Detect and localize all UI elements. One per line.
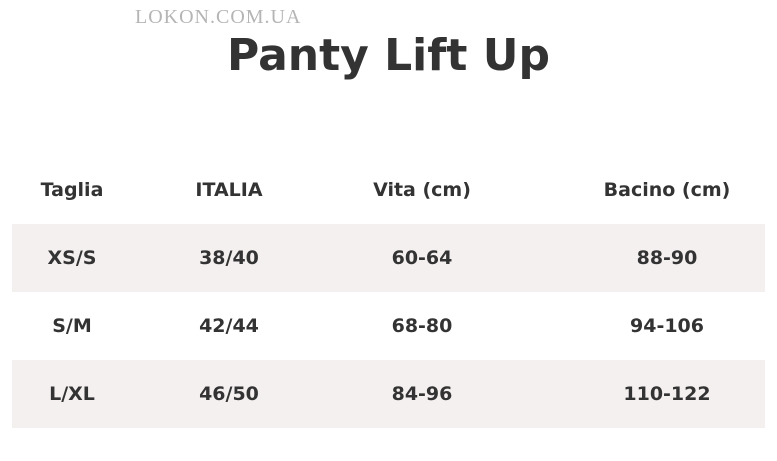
header-cell: Vita (cm)	[373, 179, 471, 201]
table-cell: L/XL	[49, 383, 95, 405]
table-cell: 84-96	[391, 383, 453, 405]
header-row: Taglia ITALIA Vita (cm) Bacino (cm)	[12, 156, 765, 224]
header-cell: Bacino (cm)	[603, 179, 731, 201]
header-cell: Taglia	[40, 179, 104, 201]
table-cell: 88-90	[636, 247, 698, 269]
table-cell: 68-80	[391, 315, 453, 337]
table-cell: S/M	[52, 315, 92, 337]
table-cell: XS/S	[47, 247, 97, 269]
table-row: S/M 42/44 68-80 94-106	[12, 292, 765, 360]
table-cell: 42/44	[199, 315, 259, 337]
watermark: LOKON.COM.UA	[135, 6, 302, 28]
table-cell: 60-64	[391, 247, 453, 269]
table-row: XS/S 38/40 60-64 88-90	[12, 224, 765, 292]
title: Panty Lift Up	[227, 30, 550, 81]
header-cell: ITALIA	[195, 179, 263, 201]
table-cell: 110-122	[623, 383, 711, 405]
table-cell: 38/40	[199, 247, 259, 269]
table-cell: 94-106	[630, 315, 704, 337]
table-row: L/XL 46/50 84-96 110-122	[12, 360, 765, 428]
table-cell: 46/50	[199, 383, 259, 405]
